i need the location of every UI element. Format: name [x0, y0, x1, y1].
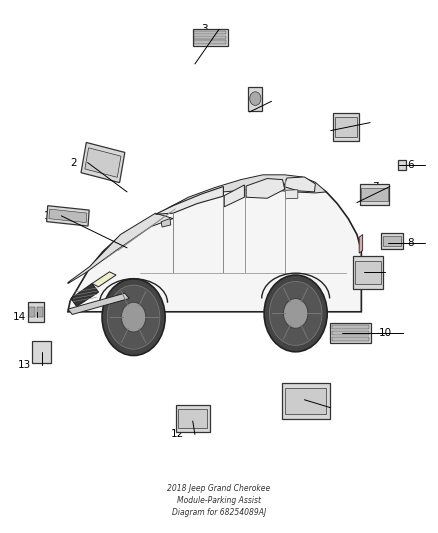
Bar: [193, 29, 228, 46]
Bar: [176, 405, 210, 432]
Polygon shape: [286, 190, 298, 199]
Polygon shape: [284, 177, 315, 192]
Bar: [361, 189, 388, 200]
Bar: [332, 326, 369, 329]
Text: 7: 7: [372, 182, 379, 191]
Circle shape: [107, 285, 160, 349]
Polygon shape: [155, 187, 223, 214]
Polygon shape: [161, 219, 171, 227]
Text: 6: 6: [407, 160, 414, 170]
Polygon shape: [68, 177, 361, 312]
Bar: [37, 307, 42, 317]
Bar: [332, 331, 369, 335]
Text: 5: 5: [353, 118, 359, 127]
Bar: [49, 209, 87, 223]
Bar: [332, 337, 369, 341]
Circle shape: [283, 298, 308, 328]
Polygon shape: [71, 284, 99, 306]
Text: 13: 13: [18, 360, 31, 370]
Polygon shape: [171, 175, 326, 207]
Text: 2: 2: [70, 158, 77, 167]
Bar: [360, 184, 389, 205]
Text: 1: 1: [44, 211, 50, 221]
Circle shape: [102, 279, 165, 356]
Bar: [32, 341, 51, 363]
Circle shape: [264, 275, 327, 352]
Bar: [85, 148, 121, 177]
Bar: [353, 256, 383, 289]
Bar: [29, 307, 35, 317]
Polygon shape: [68, 293, 129, 314]
Bar: [355, 261, 381, 285]
Bar: [333, 113, 359, 141]
Text: 14: 14: [13, 312, 26, 322]
Circle shape: [269, 281, 322, 345]
Bar: [336, 117, 357, 136]
Bar: [194, 41, 226, 44]
Text: 2018 Jeep Grand Cherokee
Module-Parking Assist
Diagram for 68254089AJ: 2018 Jeep Grand Cherokee Module-Parking …: [167, 484, 271, 517]
Bar: [381, 233, 403, 249]
Bar: [81, 142, 125, 183]
Polygon shape: [224, 185, 244, 207]
Bar: [382, 236, 402, 246]
Bar: [194, 31, 226, 34]
Text: 3: 3: [201, 25, 208, 34]
Text: 4: 4: [254, 96, 261, 106]
Polygon shape: [359, 235, 363, 253]
Text: 11: 11: [307, 403, 320, 413]
Bar: [398, 160, 406, 170]
Bar: [46, 206, 89, 226]
Text: 12: 12: [171, 430, 184, 439]
Text: 9: 9: [368, 267, 374, 277]
Bar: [282, 383, 330, 419]
Text: 8: 8: [407, 238, 414, 247]
Polygon shape: [68, 213, 173, 284]
Polygon shape: [92, 272, 116, 287]
Bar: [248, 86, 262, 111]
Polygon shape: [246, 179, 285, 198]
Bar: [28, 302, 44, 322]
Bar: [194, 36, 226, 39]
Bar: [286, 388, 326, 414]
Bar: [330, 323, 371, 343]
Bar: [178, 409, 207, 428]
Text: 10: 10: [379, 328, 392, 338]
Circle shape: [121, 302, 146, 332]
Circle shape: [250, 92, 261, 106]
